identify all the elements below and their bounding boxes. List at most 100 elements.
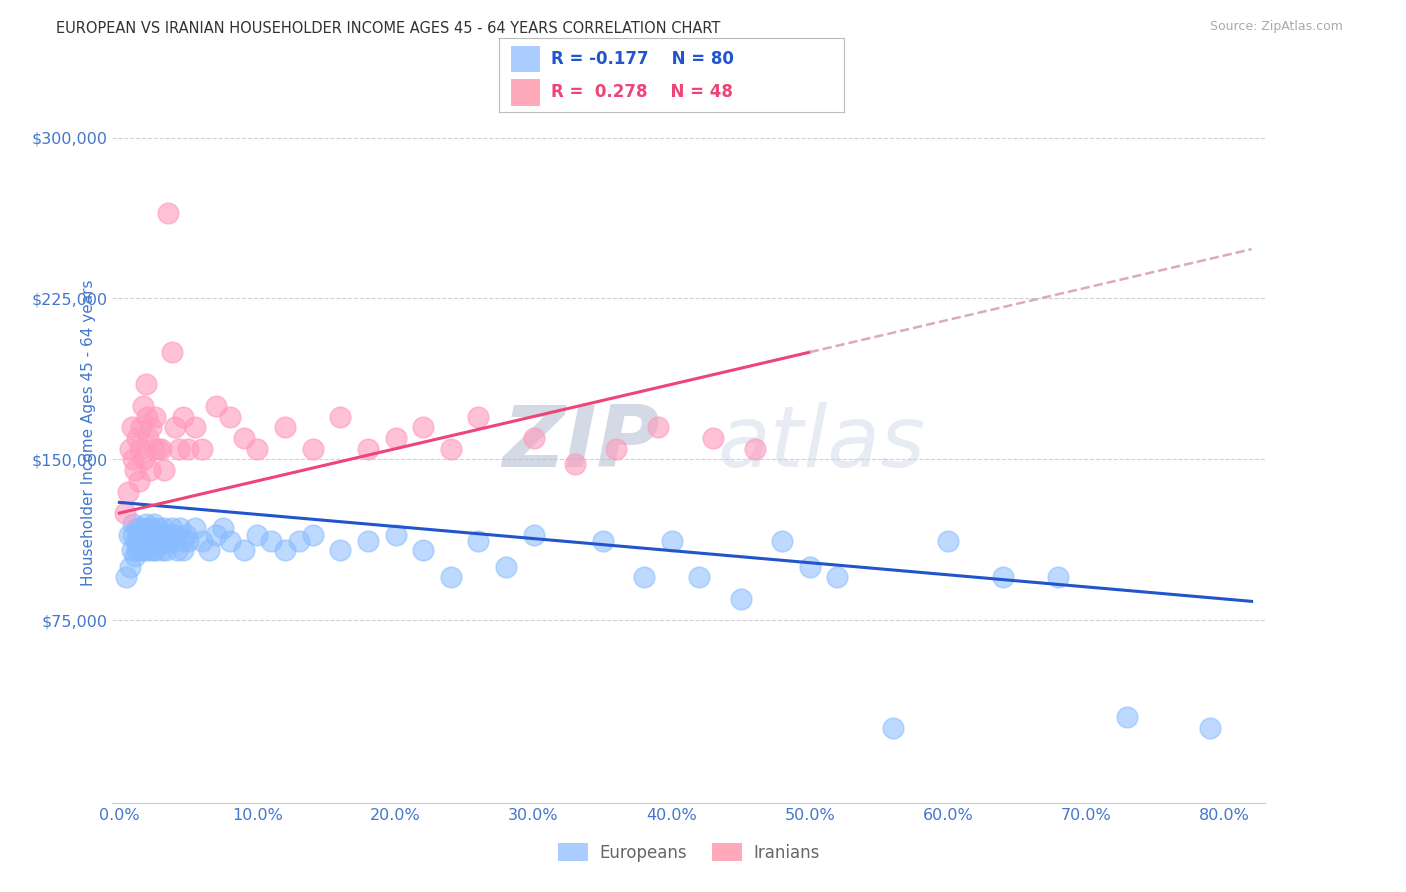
Point [131, 533, 153, 548]
Point [329, 409, 352, 424]
Point [730, 591, 752, 606]
Point [633, 570, 655, 584]
Point [149, 527, 172, 541]
Point [128, 474, 150, 488]
Point [936, 533, 959, 548]
Point [412, 420, 434, 434]
Point [135, 377, 157, 392]
Point [232, 542, 254, 557]
Point [357, 442, 380, 456]
Point [288, 533, 311, 548]
Point [122, 452, 145, 467]
Point [163, 420, 186, 434]
Point [136, 409, 159, 424]
Point [260, 533, 283, 548]
Legend: Europeans, Iranians: Europeans, Iranians [551, 837, 827, 869]
Point [128, 527, 150, 541]
Point [991, 570, 1014, 584]
Text: R =  0.278    N = 48: R = 0.278 N = 48 [551, 84, 733, 102]
Point [132, 399, 155, 413]
Point [274, 542, 297, 557]
Point [184, 420, 207, 434]
Point [592, 533, 614, 548]
Point [274, 420, 297, 434]
Point [246, 527, 269, 541]
Point [205, 527, 228, 541]
Point [120, 559, 142, 574]
Point [1116, 710, 1139, 724]
Point [205, 399, 228, 413]
Point [148, 533, 170, 548]
Point [145, 533, 167, 548]
Point [118, 527, 141, 541]
Text: atlas: atlas [718, 402, 925, 485]
Point [605, 442, 627, 456]
Point [124, 463, 146, 477]
Point [174, 527, 197, 541]
Point [121, 542, 143, 557]
Point [167, 442, 190, 456]
Point [124, 549, 146, 563]
Point [440, 570, 463, 584]
Point [564, 457, 586, 471]
Point [160, 345, 183, 359]
Point [184, 521, 207, 535]
Point [153, 533, 176, 548]
Point [139, 521, 162, 535]
Point [191, 442, 214, 456]
Point [744, 442, 766, 456]
Point [523, 431, 546, 445]
Point [135, 516, 157, 531]
Point [131, 420, 153, 434]
Point [799, 559, 821, 574]
Point [122, 516, 145, 531]
Point [156, 527, 179, 541]
Point [177, 442, 200, 456]
Point [218, 409, 240, 424]
Y-axis label: Householder Income Ages 45 - 64 years: Householder Income Ages 45 - 64 years [80, 279, 96, 586]
Point [143, 409, 166, 424]
Point [647, 420, 669, 434]
Point [125, 533, 148, 548]
Point [170, 533, 193, 548]
Point [155, 542, 177, 557]
Point [384, 431, 406, 445]
Point [467, 533, 489, 548]
Point [141, 542, 163, 557]
Point [136, 527, 159, 541]
Point [177, 533, 200, 548]
Point [163, 527, 186, 541]
Point [152, 521, 174, 535]
Point [146, 521, 169, 535]
Point [122, 527, 145, 541]
Point [688, 570, 710, 584]
Point [440, 442, 463, 456]
Point [136, 521, 159, 535]
Text: Source: ZipAtlas.com: Source: ZipAtlas.com [1209, 20, 1343, 33]
Text: EUROPEAN VS IRANIAN HOUSEHOLDER INCOME AGES 45 - 64 YEARS CORRELATION CHART: EUROPEAN VS IRANIAN HOUSEHOLDER INCOME A… [56, 21, 721, 36]
Point [882, 721, 904, 735]
Point [166, 542, 188, 557]
Point [301, 442, 323, 456]
Point [142, 516, 165, 531]
Point [127, 431, 149, 445]
Point [827, 570, 849, 584]
Point [191, 533, 214, 548]
Point [142, 527, 165, 541]
Point [301, 527, 323, 541]
Point [150, 542, 173, 557]
Point [232, 431, 254, 445]
Point [157, 533, 180, 548]
Point [120, 442, 142, 456]
Point [139, 420, 162, 434]
Point [146, 442, 169, 456]
Text: ZIP: ZIP [502, 402, 661, 485]
Point [357, 533, 380, 548]
Point [523, 527, 546, 541]
Point [114, 506, 136, 520]
Point [160, 521, 183, 535]
Point [138, 431, 160, 445]
Point [129, 521, 152, 535]
Bar [512, 79, 540, 105]
Point [134, 542, 156, 557]
